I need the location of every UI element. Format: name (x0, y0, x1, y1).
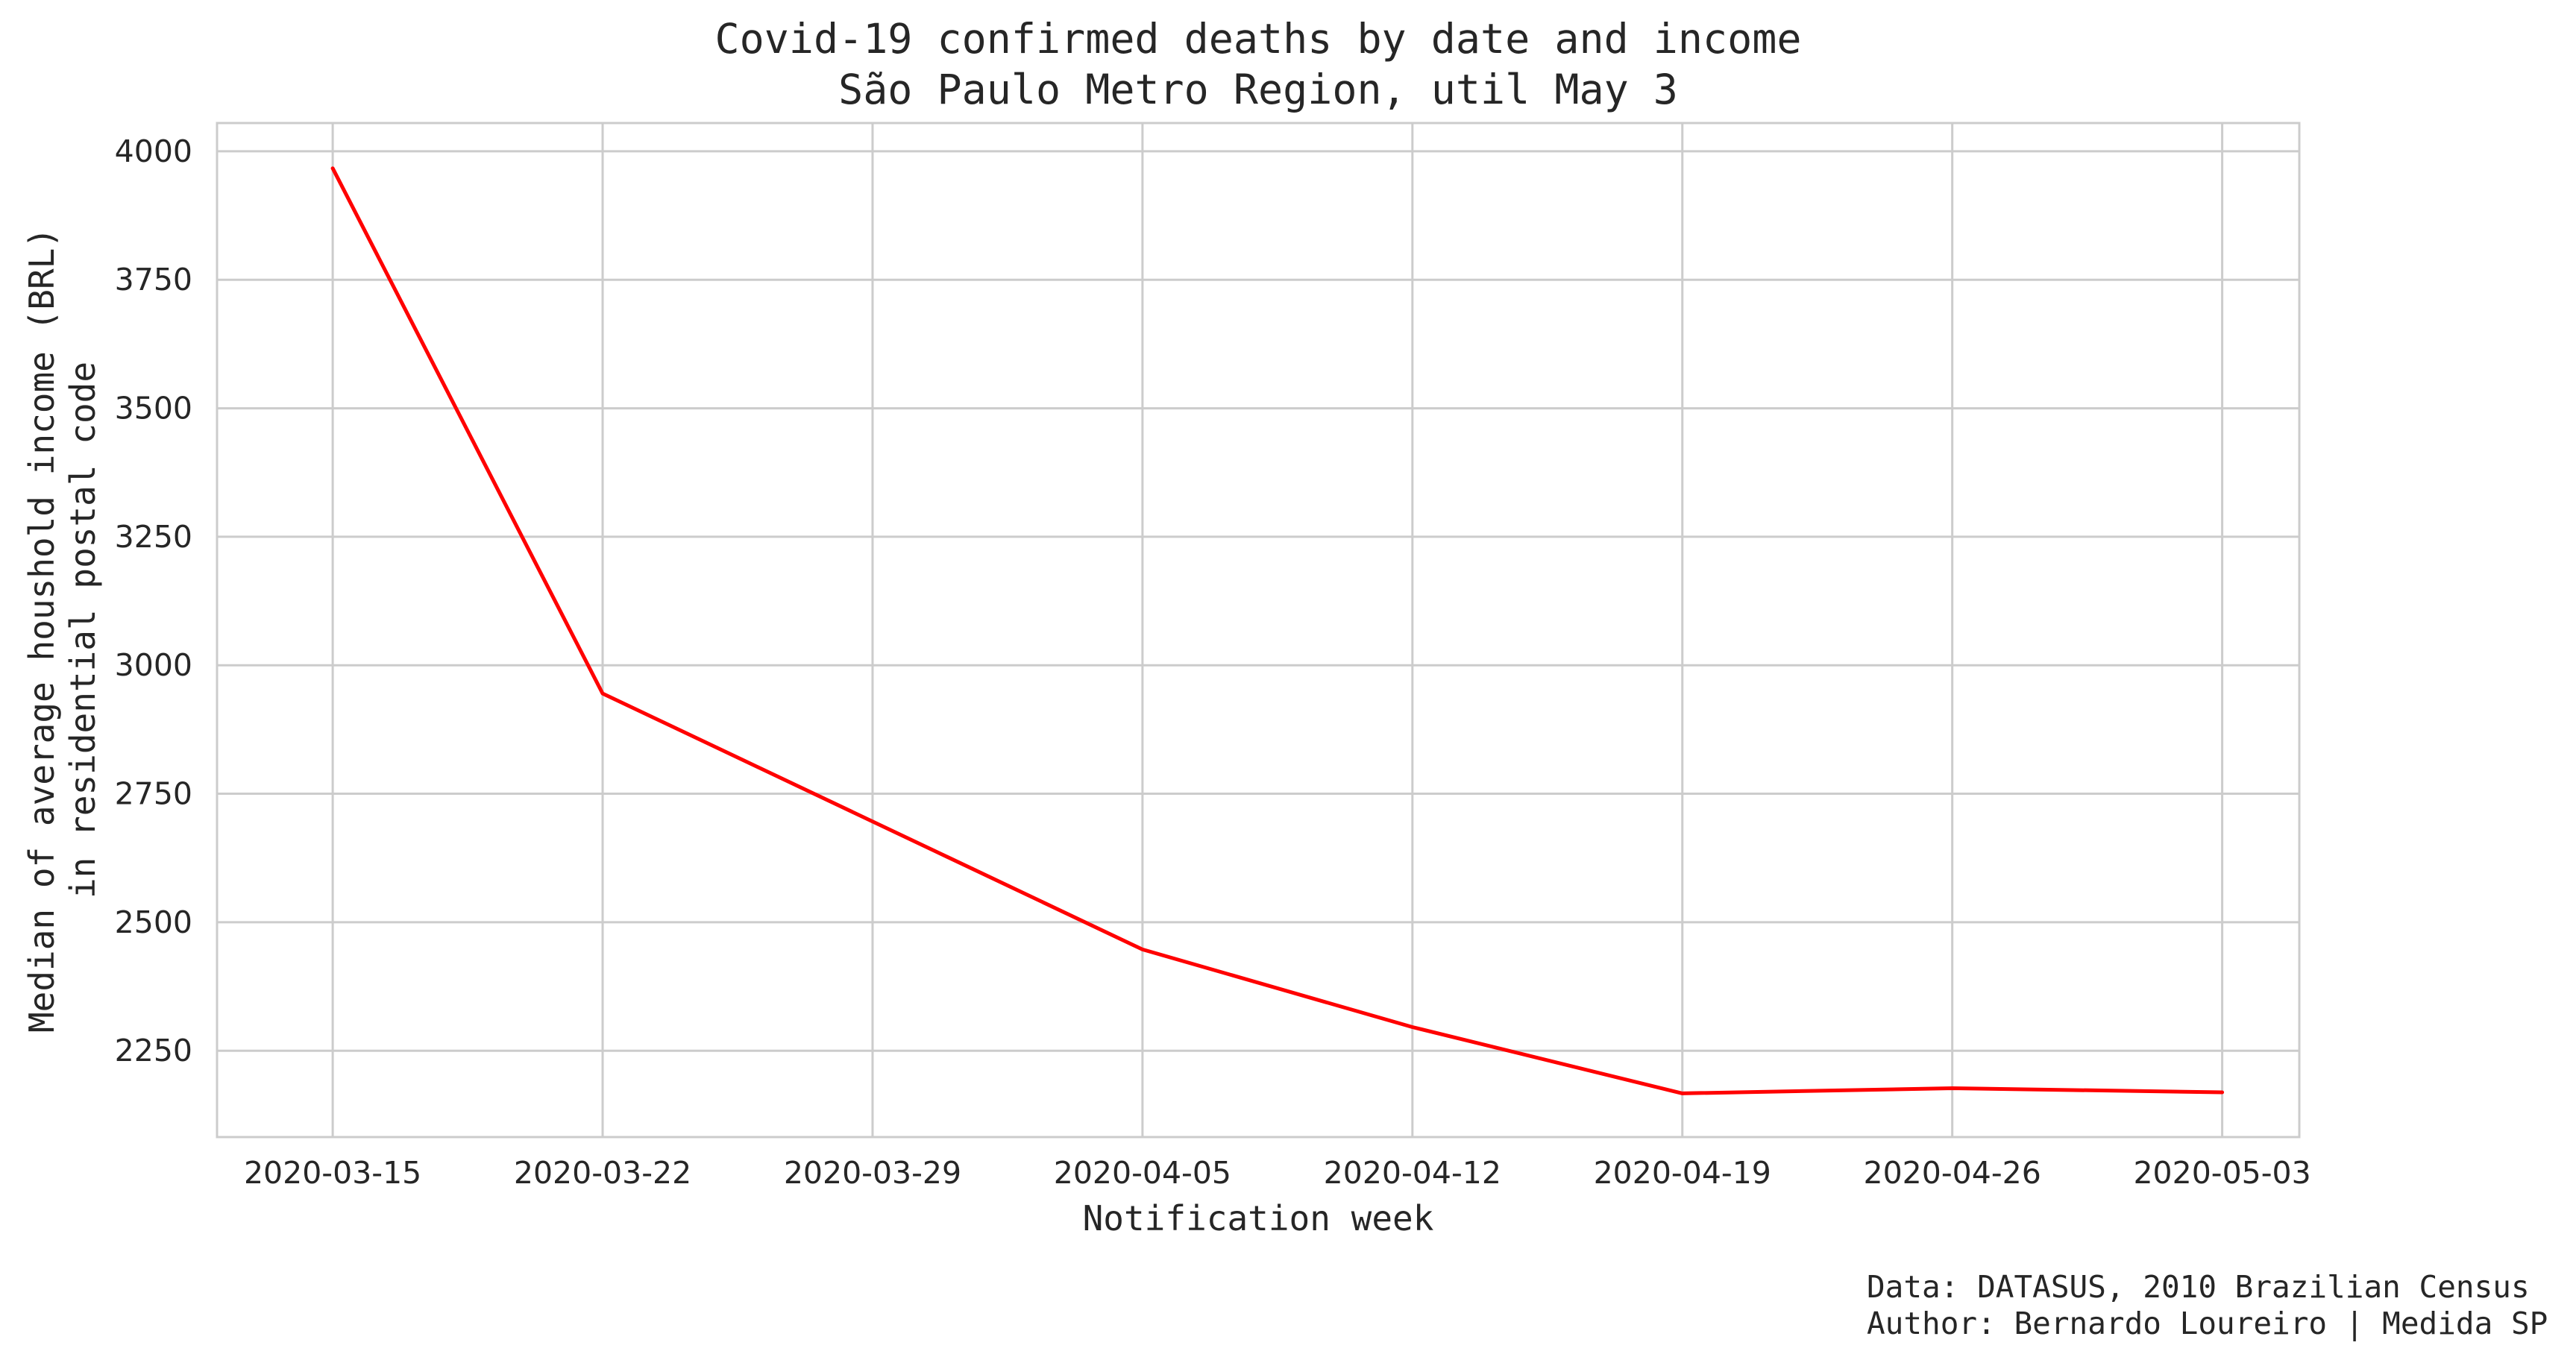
x-tick-label: 2020-04-26 (1864, 1155, 2041, 1191)
x-tick-label: 2020-03-15 (244, 1155, 421, 1191)
y-tick-label: 2500 (115, 904, 192, 940)
y-tick-label: 3500 (115, 391, 192, 426)
x-axis-label: Notification week (1083, 1198, 1434, 1238)
y-axis-label-line-2: in residential postal code (63, 362, 103, 898)
series-layer (330, 166, 2225, 1095)
y-tick-label: 2750 (115, 776, 192, 812)
source-note-author: Author: Bernardo Loureiro | Medida SP (1867, 1306, 2548, 1341)
x-tick-label: 2020-03-22 (514, 1155, 691, 1191)
grid (217, 123, 2299, 1137)
x-tick-label: 2020-05-03 (2133, 1155, 2310, 1191)
y-tick-label: 2250 (115, 1033, 192, 1068)
plot-frame (216, 122, 2301, 1139)
x-tick-label: 2020-04-12 (1324, 1155, 1501, 1191)
series-line (330, 166, 2225, 1095)
chart-title: Covid-19 confirmed deaths by date and in… (715, 15, 1802, 63)
x-tick-label: 2020-04-05 (1054, 1155, 1231, 1191)
y-tick-label: 3000 (115, 647, 192, 683)
y-tick-labels: 2250 2500 2750 3000 3250 3500 3750 4000 (115, 133, 192, 1068)
chart-subtitle: São Paulo Metro Region, util May 3 (838, 66, 1678, 113)
x-tick-label: 2020-03-29 (784, 1155, 961, 1191)
x-tick-label: 2020-04-19 (1594, 1155, 1771, 1191)
source-note-data: Data: DATASUS, 2010 Brazilian Census (1867, 1269, 2530, 1305)
y-tick-label: 3750 (115, 262, 192, 298)
y-axis-label-line-1: Median of average houshold income (BRL) (22, 227, 62, 1033)
x-tick-labels: 2020-03-15 2020-03-22 2020-03-29 2020-04-05… (244, 1155, 2311, 1191)
y-tick-label: 4000 (115, 133, 192, 169)
y-tick-label: 3250 (115, 519, 192, 555)
